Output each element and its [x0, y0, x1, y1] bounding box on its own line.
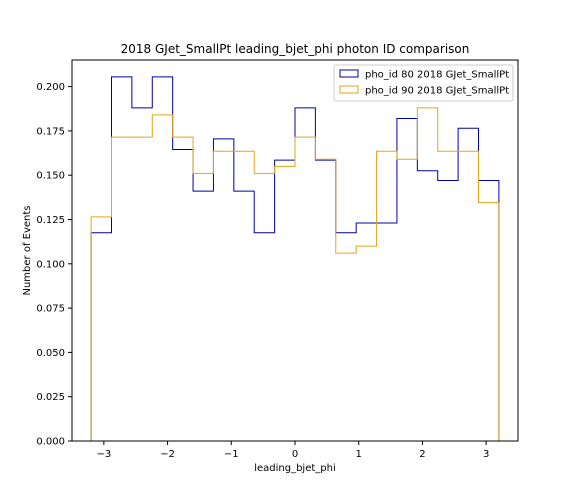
x-tick-label: −2 — [160, 449, 175, 460]
x-tick-label: 1 — [356, 449, 362, 460]
x-tick-label: 2 — [419, 449, 425, 460]
series-2-line — [90, 107, 500, 441]
y-tick-label: 0.175 — [36, 126, 65, 137]
y-tick-label: 0.000 — [36, 437, 65, 448]
y-tick-label: 0.125 — [36, 215, 65, 226]
y-tick-label: 0.200 — [36, 82, 65, 93]
x-tick-label: 3 — [483, 449, 489, 460]
axes-frame — [71, 59, 519, 442]
legend-frame — [333, 64, 514, 102]
y-tick-label: 0.025 — [36, 392, 65, 403]
x-axis-label: leading_bjet_phi — [254, 463, 336, 474]
y-tick-label: 0.050 — [36, 348, 65, 359]
legend: pho_id 80 2018 GJet_SmallPt pho_id 90 201… — [333, 64, 514, 102]
y-tick-label: 0.150 — [36, 171, 65, 182]
x-tick-label: −1 — [224, 449, 239, 460]
x-tick-label: −3 — [96, 449, 111, 460]
chart-title: 2018 GJet_SmallPt leading_bjet_phi photo… — [121, 42, 470, 56]
legend-swatch-1 — [339, 69, 359, 78]
legend-entry-1: pho_id 80 2018 GJet_SmallPt — [365, 70, 509, 81]
y-tick-label: 0.075 — [36, 304, 65, 315]
legend-swatch-2 — [339, 85, 359, 94]
x-tick-label: 0 — [292, 449, 298, 460]
y-tick-label: 0.100 — [36, 259, 65, 270]
legend-entry-2: pho_id 90 2018 GJet_SmallPt — [365, 86, 509, 97]
y-axis-label: Number of Events — [22, 205, 33, 295]
